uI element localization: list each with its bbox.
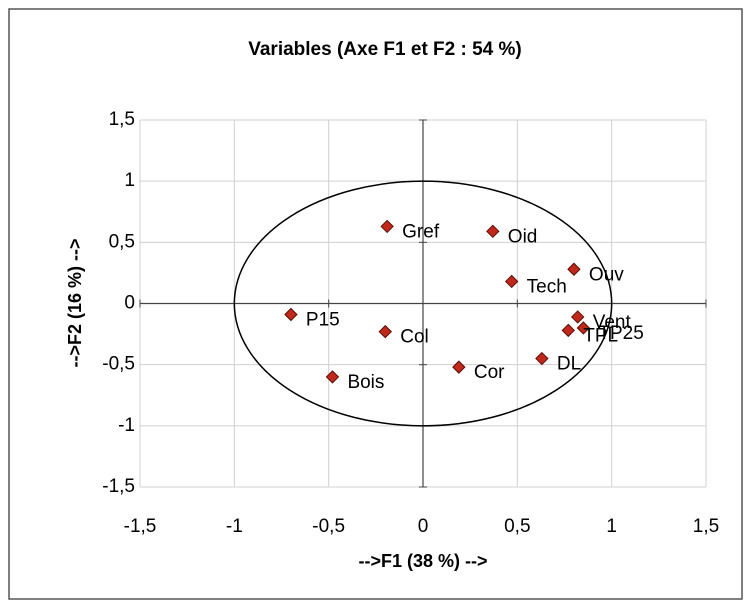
point-label: P15 bbox=[306, 310, 340, 331]
x-tick-label: -1,5 bbox=[124, 516, 157, 537]
correlation-circle bbox=[233, 180, 613, 427]
point-label: Gref bbox=[402, 221, 440, 242]
x-tick-label: 0 bbox=[418, 516, 429, 537]
point-label: Vent bbox=[593, 312, 632, 333]
point-label: Cor bbox=[474, 362, 505, 383]
point bbox=[452, 360, 466, 374]
point bbox=[380, 219, 394, 234]
point bbox=[504, 274, 519, 289]
point bbox=[576, 321, 591, 335]
point bbox=[486, 224, 500, 239]
point bbox=[284, 307, 298, 322]
chart-title: Variables (Axe F1 et F2 : 54 %) bbox=[248, 39, 522, 60]
x-tick-label: 1 bbox=[606, 516, 617, 537]
point-label: Col bbox=[400, 327, 429, 348]
point bbox=[535, 351, 549, 366]
y-tick-label: -0,5 bbox=[102, 354, 135, 375]
y-tick-label: 0 bbox=[124, 293, 135, 314]
point-label: TP25 bbox=[598, 323, 643, 344]
point-label: TPL bbox=[583, 325, 618, 346]
point bbox=[325, 370, 340, 384]
point-label: Tech bbox=[527, 276, 567, 297]
y-axis-title: -->F2 (16 %) --> bbox=[65, 238, 85, 367]
x-tick-label: -1 bbox=[226, 516, 243, 537]
point-label: Bois bbox=[347, 372, 384, 393]
point-label: Ouv bbox=[589, 264, 624, 285]
point bbox=[378, 324, 392, 339]
point bbox=[570, 310, 585, 324]
point-label: Oid bbox=[508, 226, 538, 247]
x-tick-label: 1,5 bbox=[693, 516, 719, 537]
y-tick-label: -1 bbox=[118, 415, 135, 436]
y-tick-label: -1,5 bbox=[102, 476, 135, 497]
y-tick-label: 1 bbox=[124, 170, 135, 191]
x-axis-title: -->F1 (38 %) --> bbox=[358, 551, 487, 571]
point bbox=[561, 323, 575, 338]
y-tick-label: 1,5 bbox=[109, 109, 135, 130]
y-tick-label: 0,5 bbox=[109, 231, 135, 252]
x-tick-label: -0,5 bbox=[312, 516, 345, 537]
point bbox=[567, 262, 581, 276]
x-tick-label: 0,5 bbox=[504, 516, 530, 537]
point-label: DL bbox=[557, 354, 581, 375]
